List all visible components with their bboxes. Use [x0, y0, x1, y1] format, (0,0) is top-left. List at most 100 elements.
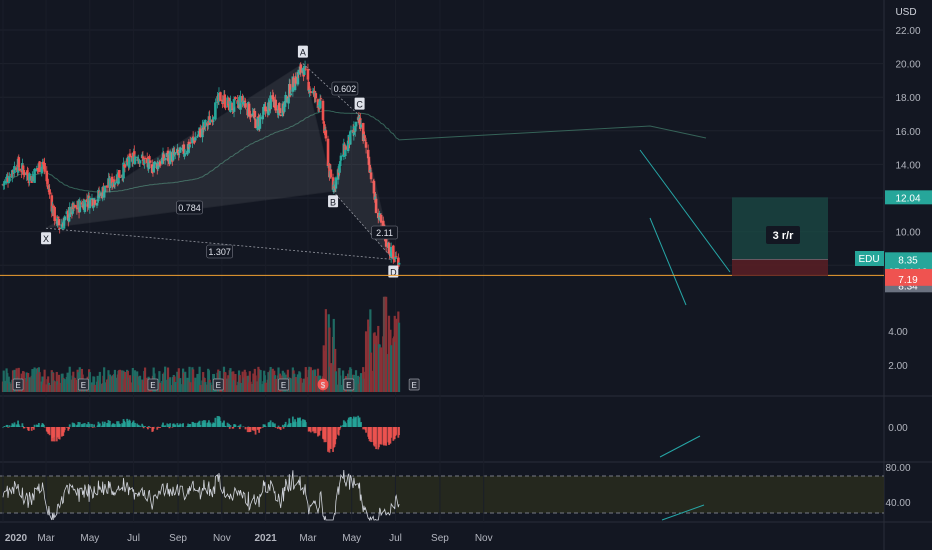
candle-body [128, 153, 132, 157]
candle-body [126, 159, 130, 162]
candle-body [199, 128, 202, 138]
candle-body [318, 98, 322, 109]
time-axis-label: May [80, 533, 99, 544]
candle-body [41, 162, 45, 164]
candle-body [183, 153, 186, 157]
volume-bar [198, 366, 201, 392]
volume-bar [224, 372, 227, 392]
earnings-marker [317, 378, 329, 391]
macd-histogram-bar [264, 426, 267, 427]
candle-body [239, 96, 242, 110]
macd-histogram-bar [365, 427, 367, 433]
macd-histogram-bar [288, 418, 291, 427]
macd-histogram-bar [362, 427, 365, 430]
candle-body [192, 138, 196, 140]
macd-histogram-bar [276, 427, 279, 429]
position-label-box [766, 226, 800, 244]
candle-body [251, 113, 254, 116]
price-tick-label: 18.00 [895, 93, 920, 104]
volume-bar [369, 352, 373, 392]
price-badge-label: 7.19 [898, 275, 918, 286]
pattern-point-box [297, 45, 308, 58]
macd-histogram-bar [167, 424, 170, 427]
volume-bar [103, 382, 106, 392]
candle-body [267, 102, 270, 116]
candle-body [26, 170, 29, 175]
volume-bar [259, 370, 262, 392]
macd-histogram-bar [226, 422, 229, 427]
macd-histogram-bar [148, 426, 151, 427]
macd-histogram-bar [302, 419, 304, 427]
macd-histogram-bar [329, 427, 332, 449]
macd-histogram-bar [13, 422, 16, 427]
macd-tick-label: 0.00 [888, 423, 908, 434]
candle-body [272, 96, 275, 102]
moving-average-line [2, 110, 707, 193]
macd-histogram-bar [32, 427, 35, 430]
candle-body [254, 119, 257, 129]
volume-bar [309, 367, 312, 392]
volume-bar [375, 335, 378, 392]
candle-body [141, 156, 145, 159]
macd-histogram-bar [98, 423, 101, 427]
volume-bar [192, 369, 195, 392]
candle-body [40, 166, 44, 173]
time-axis-label: 2021 [254, 533, 277, 544]
candle-body [162, 154, 166, 161]
macd-histogram-bar [137, 424, 140, 427]
volume-bar [123, 372, 127, 392]
candle-body [117, 170, 121, 178]
macd-histogram-bar [33, 424, 36, 427]
macd-histogram-bar [304, 422, 307, 427]
price-badge [885, 271, 932, 286]
macd-histogram-bar [107, 420, 110, 427]
volume-bar [126, 370, 129, 392]
macd-histogram-bar [261, 427, 264, 428]
candle-body [46, 186, 50, 189]
pattern-point-box [328, 195, 339, 208]
candle-body [247, 103, 251, 117]
macd-histogram-bar [299, 420, 302, 427]
candle-body [68, 206, 72, 218]
volume-bar [158, 371, 161, 392]
macd-histogram-bar [21, 423, 24, 427]
volume-bar [48, 384, 51, 392]
earnings-marker [78, 378, 89, 391]
candle-body [181, 148, 184, 150]
candle-body [143, 159, 146, 165]
macd-histogram-bar [142, 427, 145, 429]
volume-bar [339, 375, 342, 392]
candle-body [294, 76, 298, 84]
candle-body [223, 94, 227, 108]
volume-bar [387, 315, 391, 392]
macd-histogram-bar [259, 427, 262, 429]
candle-body [369, 170, 372, 172]
macd-histogram-bar [149, 427, 151, 428]
volume-bar [239, 382, 242, 392]
candle-body [48, 189, 51, 195]
macd-histogram-bar [309, 427, 312, 433]
candle-body [163, 158, 167, 161]
candle-body [80, 202, 84, 205]
volume-bar [289, 378, 292, 392]
candle-body [397, 262, 401, 265]
macd-histogram-bar [43, 427, 46, 428]
candle-body [50, 195, 54, 212]
volume-bar [329, 363, 332, 392]
candle-body [279, 114, 282, 117]
pattern-bd-line [332, 191, 394, 260]
time-axis-label: Jul [389, 533, 402, 544]
macd-histogram-bar [129, 420, 131, 427]
candle-body [117, 172, 120, 184]
channel-lower-line [649, 217, 687, 306]
volume-bar [397, 322, 401, 392]
candle-body [217, 92, 221, 102]
volume-bar [38, 372, 41, 392]
candle-body [296, 71, 300, 85]
volume-bar [359, 373, 363, 392]
macd-histogram-bar [370, 427, 372, 443]
volume-bar [274, 378, 277, 392]
candle-body [343, 146, 347, 157]
